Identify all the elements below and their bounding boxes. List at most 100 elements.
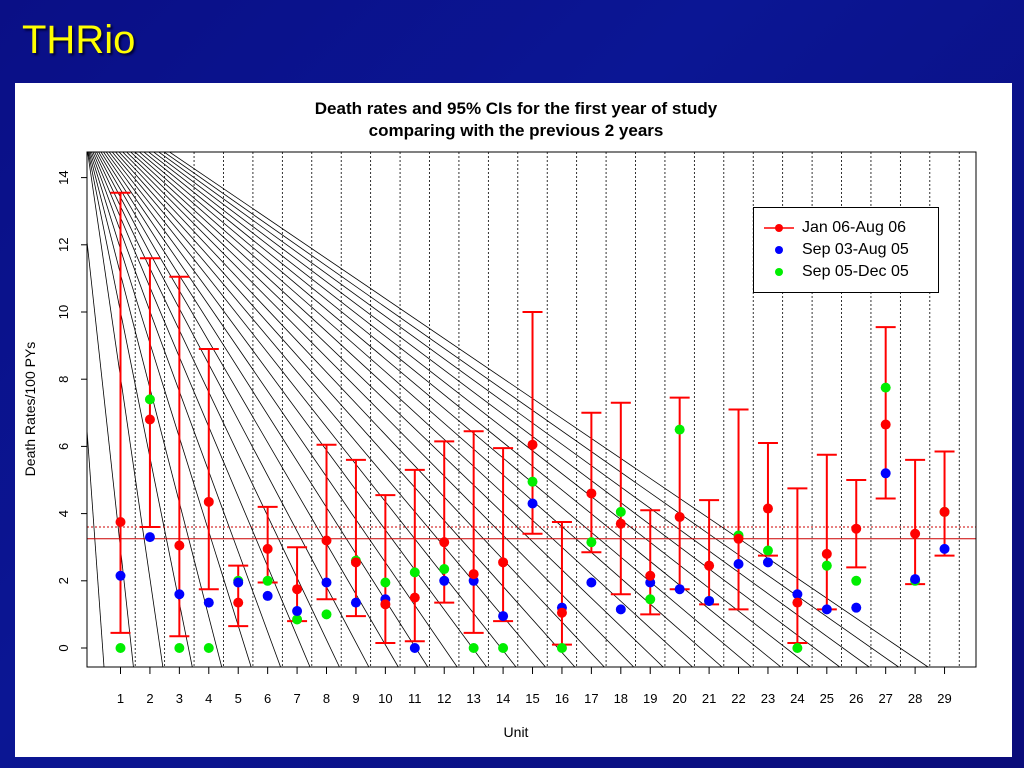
legend-symbol-dot [775, 268, 783, 276]
y-tick-label: 10 [56, 305, 71, 319]
point-jan06-aug06 [321, 535, 332, 546]
guide-line [87, 424, 105, 667]
point-sep05-dec05 [556, 643, 567, 653]
x-tick-label: 18 [614, 691, 628, 706]
y-tick-label: 6 [56, 443, 71, 450]
point-sep03-aug05 [292, 606, 303, 617]
legend-label: Sep 03-Aug 05 [802, 241, 909, 258]
x-tick-label: 15 [525, 691, 539, 706]
point-sep05-dec05 [821, 560, 832, 571]
x-tick-label: 23 [761, 691, 775, 706]
point-sep05-dec05 [792, 643, 803, 653]
point-jan06-aug06 [880, 419, 891, 430]
chart-subtitle: comparing with the previous 2 years [368, 121, 664, 140]
guide-line [105, 152, 487, 667]
point-sep05-dec05 [439, 564, 450, 575]
point-sep05-dec05 [851, 575, 862, 586]
y-axis-label: Death Rates/100 PYs [22, 341, 38, 477]
point-jan06-aug06 [556, 607, 567, 618]
guide-line [168, 152, 929, 667]
x-tick-label: 24 [790, 691, 804, 706]
point-jan06-aug06 [174, 540, 185, 551]
guide-line [138, 152, 752, 667]
guide-line [143, 152, 782, 667]
point-sep05-dec05 [174, 643, 185, 653]
point-jan06-aug06 [203, 496, 214, 507]
y-tick-label: 2 [56, 577, 71, 584]
y-tick-label: 8 [56, 376, 71, 383]
point-sep05-dec05 [115, 643, 126, 653]
x-tick-label: 10 [378, 691, 392, 706]
x-tick-label: 8 [323, 691, 330, 706]
slide-title: THRio [22, 18, 136, 62]
point-jan06-aug06 [851, 523, 862, 534]
x-tick-label: 3 [176, 691, 183, 706]
point-jan06-aug06 [762, 503, 773, 514]
point-sep05-dec05 [262, 575, 273, 586]
point-sep03-aug05 [615, 604, 626, 615]
guide-line [115, 152, 576, 667]
point-sep05-dec05 [380, 577, 391, 588]
point-jan06-aug06 [350, 557, 361, 568]
point-jan06-aug06 [233, 597, 244, 608]
point-sep05-dec05 [674, 424, 685, 435]
point-sep05-dec05 [586, 537, 597, 548]
point-sep05-dec05 [468, 643, 479, 653]
x-tick-label: 19 [643, 691, 657, 706]
point-jan06-aug06 [527, 439, 538, 450]
guide-line [126, 152, 664, 667]
x-tick-label: 11 [408, 691, 422, 706]
point-jan06-aug06 [645, 570, 656, 581]
point-sep03-aug05 [792, 589, 803, 600]
point-sep05-dec05 [292, 614, 303, 625]
point-sep05-dec05 [645, 594, 656, 605]
point-jan06-aug06 [939, 506, 950, 517]
point-jan06-aug06 [262, 543, 273, 554]
x-tick-label: 13 [466, 691, 480, 706]
point-sep05-dec05 [762, 545, 773, 556]
point-jan06-aug06 [615, 518, 626, 529]
guide-line [122, 152, 635, 667]
point-sep03-aug05 [233, 577, 244, 588]
point-sep03-aug05 [939, 543, 950, 554]
point-sep03-aug05 [409, 643, 420, 653]
point-sep03-aug05 [910, 574, 921, 585]
x-tick-label: 7 [293, 691, 300, 706]
point-sep05-dec05 [880, 382, 891, 393]
point-sep05-dec05 [527, 476, 538, 487]
point-jan06-aug06 [910, 528, 921, 539]
guide-line [87, 152, 164, 667]
legend-label: Jan 06-Aug 06 [802, 219, 907, 236]
x-axis-label: Unit [503, 724, 529, 740]
chart-panel: 0 2 4 6 8 10 12 14 1 2 3 4 5 6 7 8 9 10 11 12 13 14 15 16 17 18 19… [15, 83, 1012, 757]
point-sep03-aug05 [851, 602, 862, 613]
legend-item-sep05-dec05: Sep 05-Dec 05 [754, 262, 938, 282]
point-sep03-aug05 [144, 532, 155, 543]
x-tick-label: 9 [352, 691, 359, 706]
point-sep05-dec05 [321, 609, 332, 620]
legend: Jan 06-Aug 06 Sep 03-Aug 05 Sep 05-Dec 0… [753, 207, 939, 293]
point-sep03-aug05 [527, 498, 538, 509]
point-sep03-aug05 [174, 589, 185, 600]
x-tick-label: 6 [264, 691, 271, 706]
point-jan06-aug06 [409, 592, 420, 603]
x-tick-label: 16 [555, 691, 569, 706]
legend-item-jan06-aug06: Jan 06-Aug 06 [754, 218, 938, 238]
guide-line [118, 152, 605, 667]
point-sep03-aug05 [821, 604, 832, 615]
x-tick-label: 29 [937, 691, 951, 706]
legend-item-sep03-aug05: Sep 03-Aug 05 [754, 240, 938, 260]
x-tick-label: 22 [731, 691, 745, 706]
point-sep03-aug05 [115, 570, 126, 581]
x-tick-label: 5 [235, 691, 242, 706]
point-sep05-dec05 [498, 643, 509, 653]
guide-line [148, 152, 811, 667]
point-sep03-aug05 [203, 597, 214, 608]
x-tick-label: 12 [437, 691, 451, 706]
guide-line [130, 152, 693, 667]
guide-line [87, 152, 193, 667]
x-tick-label: 27 [878, 691, 892, 706]
y-tick-label: 14 [56, 170, 71, 184]
point-jan06-aug06 [821, 548, 832, 559]
guide-line [90, 152, 281, 667]
